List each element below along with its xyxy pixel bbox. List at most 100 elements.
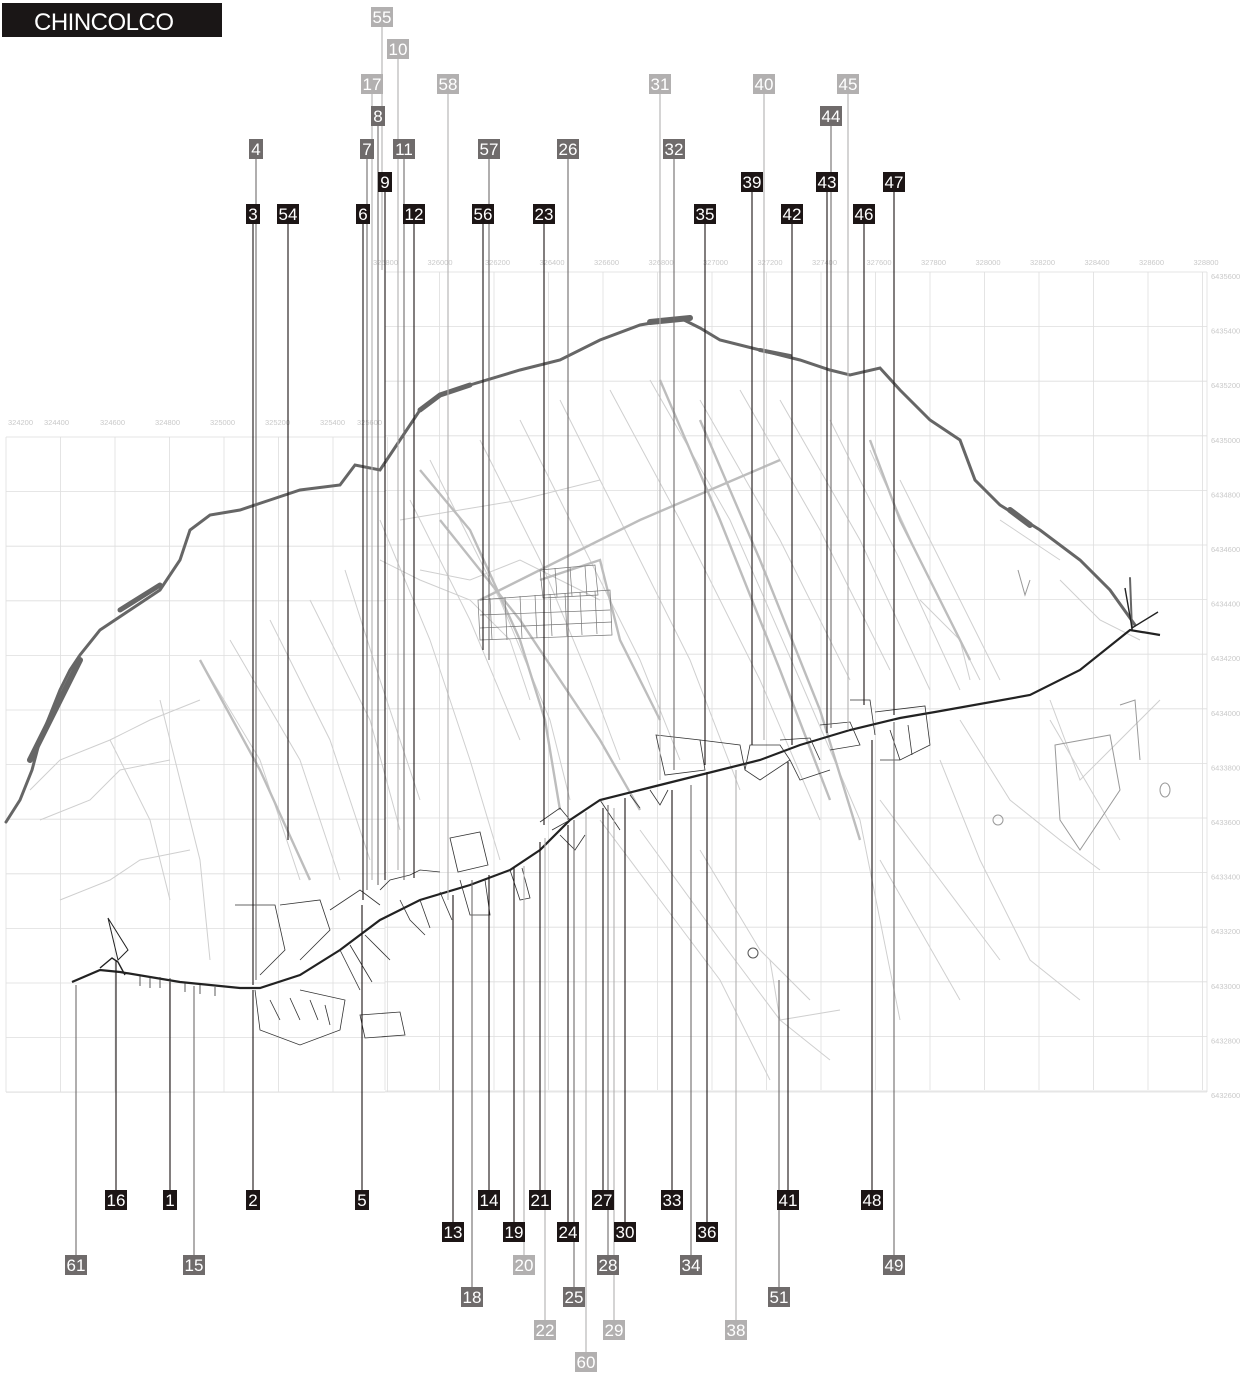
x-coordinate-label: 328200 <box>1030 258 1055 267</box>
tag-number: 46 <box>855 205 874 224</box>
label-tag-48: 48 <box>861 1190 883 1210</box>
y-coordinate-label: 6435600 <box>1211 272 1240 281</box>
y-coordinate-label: 6432800 <box>1211 1036 1240 1045</box>
tag-background <box>853 204 875 224</box>
label-tag-60: 60 <box>575 1352 597 1372</box>
tag-number: 24 <box>559 1223 578 1242</box>
tag-background <box>105 1190 127 1210</box>
label-tag-12: 12 <box>403 204 425 224</box>
label-tag-5: 5 <box>355 1190 369 1210</box>
y-coordinate-label: 6434200 <box>1211 654 1240 663</box>
tag-background <box>557 139 579 159</box>
x-coordinate-label: 327000 <box>703 258 728 267</box>
tag-number: 26 <box>559 140 578 159</box>
y-coordinate-label: 6434800 <box>1211 490 1240 499</box>
label-tag-14: 14 <box>478 1190 500 1210</box>
label-tag-54: 54 <box>277 204 299 224</box>
tag-number: 33 <box>663 1191 682 1210</box>
tag-background <box>533 204 555 224</box>
tag-number: 3 <box>248 205 257 224</box>
label-tag-23: 23 <box>533 204 555 224</box>
y-coordinate-label: 6435000 <box>1211 436 1240 445</box>
tag-number: 8 <box>373 107 382 126</box>
tag-number: 13 <box>444 1223 463 1242</box>
tag-background <box>371 7 393 27</box>
tag-background <box>437 74 459 94</box>
minor-roads <box>29 379 1161 1081</box>
tag-background <box>777 1190 799 1210</box>
tag-number: 10 <box>389 40 408 59</box>
label-tag-15: 15 <box>183 1255 205 1275</box>
label-tag-19: 19 <box>503 1222 525 1242</box>
x-coordinate-label: 328000 <box>976 258 1001 267</box>
tag-number: 27 <box>594 1191 613 1210</box>
tag-background <box>661 1190 683 1210</box>
tag-background <box>246 1190 260 1210</box>
tag-number: 5 <box>357 1191 366 1210</box>
label-tag-3: 3 <box>246 204 260 224</box>
label-tag-39: 39 <box>741 172 763 192</box>
tag-background <box>837 74 859 94</box>
label-tag-29: 29 <box>603 1320 625 1340</box>
tag-background <box>371 106 385 126</box>
tag-number: 19 <box>505 1223 524 1242</box>
label-tag-26: 26 <box>557 139 579 159</box>
tag-background <box>461 1287 483 1307</box>
x-coordinate-label: 327800 <box>921 258 946 267</box>
tag-background <box>614 1222 636 1242</box>
label-tag-35: 35 <box>694 204 716 224</box>
label-tag-56: 56 <box>472 204 494 224</box>
tag-background <box>563 1287 585 1307</box>
tag-background <box>753 74 775 94</box>
label-tag-7: 7 <box>360 139 374 159</box>
tag-background <box>694 204 716 224</box>
x-coordinate-label: 325200 <box>265 418 290 427</box>
x-coordinate-label: 325400 <box>320 418 345 427</box>
y-coordinate-label: 6433400 <box>1211 873 1240 882</box>
label-tag-24: 24 <box>557 1222 579 1242</box>
tag-background <box>529 1190 551 1210</box>
x-coordinate-label: 326600 <box>594 258 619 267</box>
tag-number: 4 <box>251 140 260 159</box>
label-tag-46: 46 <box>853 204 875 224</box>
title-box: CHINCOLCO <box>2 3 222 37</box>
tag-background <box>356 204 370 224</box>
tag-number: 22 <box>536 1321 555 1340</box>
x-coordinate-label: 327200 <box>758 258 783 267</box>
tag-number: 42 <box>783 205 802 224</box>
label-tag-20: 20 <box>513 1255 535 1275</box>
tag-background <box>393 139 415 159</box>
tag-number: 48 <box>863 1191 882 1210</box>
label-tag-40: 40 <box>753 74 775 94</box>
tag-background <box>603 1320 625 1340</box>
tag-background <box>478 1190 500 1210</box>
tag-number: 14 <box>480 1191 499 1210</box>
y-coordinate-label: 6435400 <box>1211 327 1240 336</box>
tag-background <box>820 106 842 126</box>
label-tag-44: 44 <box>820 106 842 126</box>
tag-number: 39 <box>743 173 762 192</box>
tag-background <box>513 1255 535 1275</box>
tag-background <box>861 1190 883 1210</box>
tag-background <box>575 1352 597 1372</box>
label-tag-49: 49 <box>883 1255 905 1275</box>
main-road <box>71 587 1161 990</box>
tag-background <box>883 172 905 192</box>
y-coordinate-label: 6433800 <box>1211 763 1240 772</box>
x-coordinate-label: 324800 <box>155 418 180 427</box>
label-tag-38: 38 <box>725 1320 747 1340</box>
label-tag-1: 1 <box>163 1190 177 1210</box>
tag-number: 12 <box>405 205 424 224</box>
tag-background <box>781 204 803 224</box>
tag-number: 40 <box>755 75 774 94</box>
tag-number: 35 <box>696 205 715 224</box>
label-tag-2: 2 <box>246 1190 260 1210</box>
label-tag-45: 45 <box>837 74 859 94</box>
tag-background <box>503 1222 525 1242</box>
tag-number: 38 <box>727 1321 746 1340</box>
x-coordinate-label: 324400 <box>44 418 69 427</box>
x-coordinate-label: 327600 <box>867 258 892 267</box>
tag-number: 60 <box>577 1353 596 1372</box>
tag-number: 7 <box>362 140 371 159</box>
